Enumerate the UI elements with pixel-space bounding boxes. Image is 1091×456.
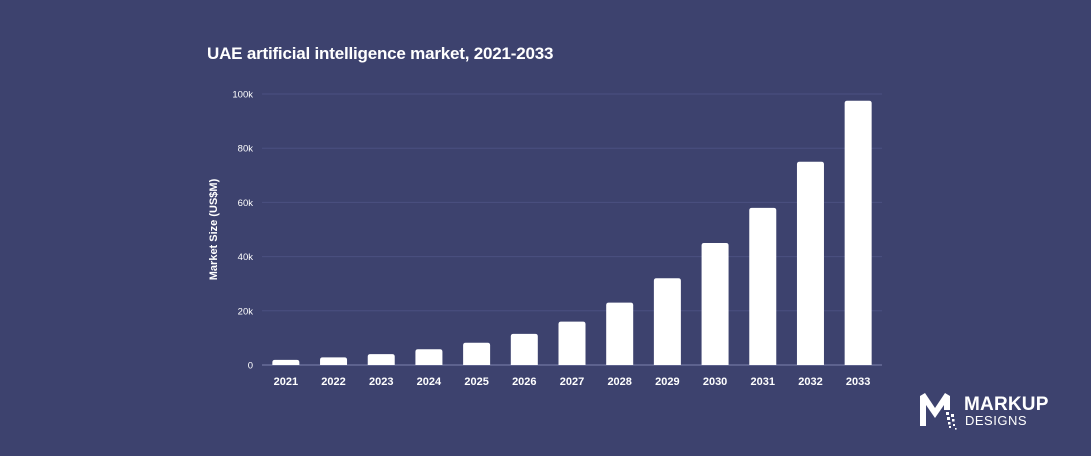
x-tick-label: 2026 xyxy=(512,376,536,388)
y-tick-label: 100k xyxy=(232,90,253,101)
bar-2025 xyxy=(463,342,491,365)
bar-2028 xyxy=(606,302,634,365)
logo-wordmark: MARKUP xyxy=(964,394,1049,415)
x-tick-label: 2031 xyxy=(751,376,775,388)
x-tick-label: 2022 xyxy=(321,376,345,388)
bar-2022 xyxy=(320,357,348,365)
chart-title: UAE artificial intelligence market, 2021… xyxy=(207,44,554,63)
y-tick-label: 80k xyxy=(238,144,254,155)
brand-logo: MARKUP DESIGNS xyxy=(918,388,1068,434)
y-tick-label: 40k xyxy=(238,252,254,263)
logo-subtitle: DESIGNS xyxy=(965,413,1028,428)
x-tick-label: 2033 xyxy=(846,376,870,388)
y-tick-label: 0 xyxy=(248,361,253,372)
bar-2031 xyxy=(749,207,777,365)
bar-2021 xyxy=(272,359,300,365)
x-tick-label: 2024 xyxy=(417,376,442,388)
bar-2023 xyxy=(367,354,395,365)
bar-2027 xyxy=(558,321,586,365)
x-tick-label: 2027 xyxy=(560,376,584,388)
bar-2026 xyxy=(510,333,538,365)
bar-2033 xyxy=(844,100,872,366)
bar-2032 xyxy=(796,161,824,365)
bar-2030 xyxy=(701,243,729,365)
bar-2029 xyxy=(653,278,681,365)
x-tick-label: 2023 xyxy=(369,376,393,388)
x-tick-label: 2032 xyxy=(798,376,822,388)
bar-2024 xyxy=(415,349,443,365)
markup-m-logo-icon xyxy=(920,393,957,430)
x-tick-label: 2025 xyxy=(464,376,488,388)
x-tick-label: 2028 xyxy=(607,376,631,388)
x-tick-label: 2030 xyxy=(703,376,727,388)
y-tick-label: 60k xyxy=(238,198,254,209)
x-tick-label: 2021 xyxy=(274,376,298,388)
y-tick-label: 20k xyxy=(238,306,254,317)
y-axis-label: Market Size (US$M) xyxy=(208,178,220,280)
x-tick-label: 2029 xyxy=(655,376,679,388)
